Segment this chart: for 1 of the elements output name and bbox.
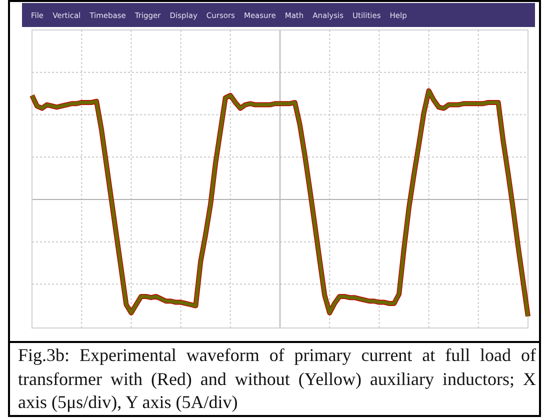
text: Fig.3b: Experimental waveform of primary current at full load of transformer with (Red) and without (Yellow) auxiliary inductors; X axis (5μs/div), Y axis (5A/div) bbox=[18, 344, 536, 414]
